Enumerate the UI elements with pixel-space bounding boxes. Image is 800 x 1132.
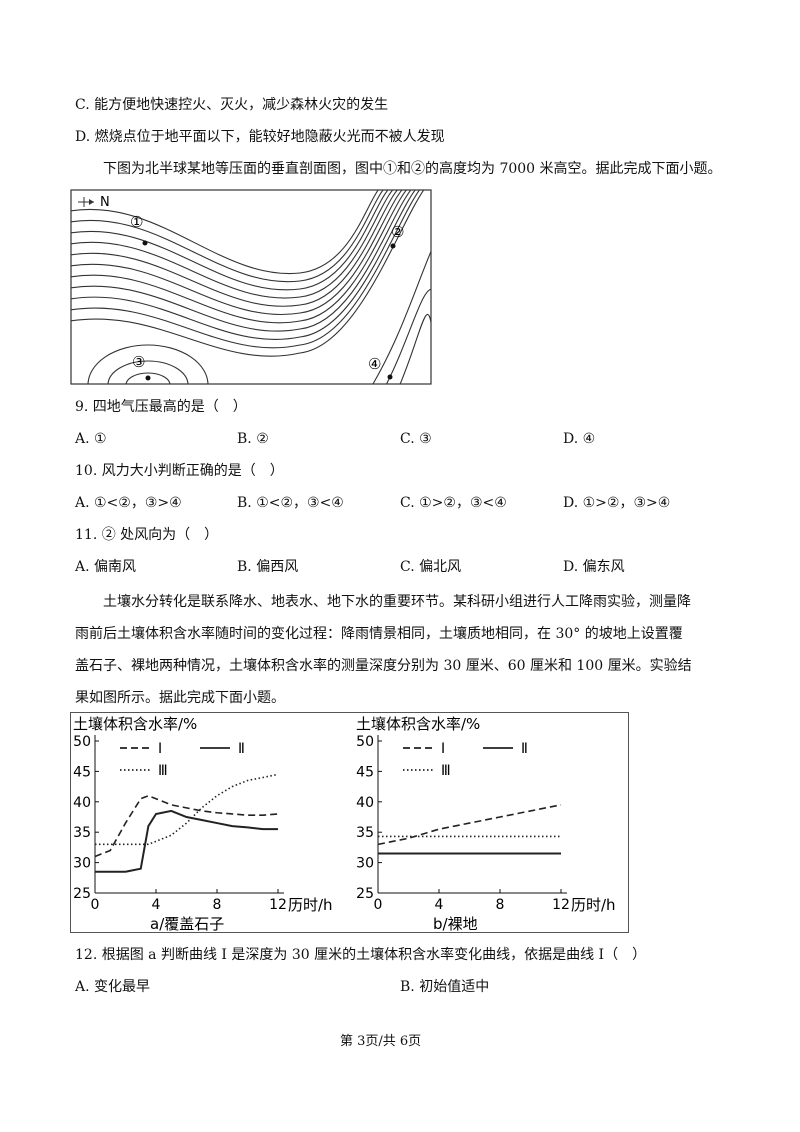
data-line [94,794,279,858]
paragraph: 土壤水分转化是联系降水、地表水、地下水的重要环节。某科研小组进行人工降雨实验，测… [75,594,692,706]
isobar [399,314,431,384]
isobar [71,190,399,307]
x-axis-label: 历时/h [288,896,333,914]
option: D. 燃烧点位于地平面以下，能较好地隐蔽火光而不被人发现 [75,129,445,145]
footer: 第 3页/共 6页 [340,1034,422,1049]
option: D. 偏东风 [563,559,625,575]
x-tick-label: 0 [91,897,100,913]
y-tick-label: 40 [73,795,91,811]
question-stem: 12. 根据图 a 判断曲线 Ⅰ 是深度为 30 厘米的土壤体积含水率变化曲线，… [75,947,647,963]
question-stem: 9. 四地气压最高的是（ ） [75,399,247,415]
isobar [71,190,416,340]
option: C. 能方便地快速控火、灭火，减少森林火灾的发生 [75,97,389,113]
figure-frame [70,712,629,933]
caption: a/覆盖石子 [150,915,224,933]
point-label: ① [130,213,143,231]
point [390,243,396,249]
option: B. 初始值适中 [400,979,490,995]
isobar-figure: N ① ② ③ ④ [70,189,432,385]
data-line [377,804,562,846]
x-tick-label: 4 [152,897,161,913]
isobar [71,190,384,283]
data-line [95,773,279,846]
x-tick-label: 8 [213,897,222,913]
isobar [71,190,403,315]
y-tick-label: 45 [356,764,374,780]
compass-arrow [89,199,94,205]
x-tick-label: 12 [552,897,570,913]
y-tick-label: 45 [73,764,91,780]
paragraph: 下图为北半球某地等压面的垂直剖面图，图中①和②的高度均为 7000 米高空。据此… [103,161,722,177]
y-tick-label: 30 [73,856,91,872]
x-tick-label: 12 [269,897,287,913]
question-stem: 11. ② 处风向为（ ） [75,527,219,543]
option: A. 变化最早 [75,979,151,995]
option: A. ① [75,431,107,447]
point-label: ③ [132,353,145,371]
isobar [372,249,431,384]
option: B. ② [237,431,269,447]
point-label: ② [391,223,404,241]
option: C. 偏北风 [400,559,462,575]
figure-frame [70,189,432,385]
question-stem: 10. 风力大小判断正确的是（ ） [75,463,284,479]
option: C. ①>②，③<④ [400,495,507,511]
x-axis-label: 历时/h [571,896,616,914]
option: D. ①>②，③>④ [563,495,671,511]
y-axis-label: 土壤体积含水率/% [356,715,480,733]
isobar [71,190,394,299]
data-line [95,809,278,873]
isobar [71,190,425,357]
y-tick-label: 25 [356,886,374,902]
point-label: ④ [368,355,381,373]
isobar [71,190,389,291]
isobar [71,190,408,324]
option: A. 偏南风 [75,559,137,575]
y-tick-label: 50 [356,734,374,750]
y-tick-label: 50 [73,734,91,750]
legend-label: Ⅱ [521,741,528,757]
isobars [71,190,431,384]
y-tick-label: 30 [356,856,374,872]
legend-label: Ⅰ [441,741,445,757]
option: B. ①<②，③<④ [237,495,344,511]
option: C. ③ [400,431,432,447]
isobar [107,360,189,384]
point [145,375,151,381]
x-tick-label: 4 [435,897,444,913]
option: D. ④ [563,431,596,447]
x-tick-label: 0 [374,897,383,913]
isobar [71,190,412,332]
legend-label: Ⅱ [238,741,245,757]
isobar [125,372,171,384]
point [387,374,393,380]
caption: b/裸地 [433,915,478,933]
isobar [71,190,380,275]
legend-label: Ⅰ [158,741,162,757]
y-tick-label: 25 [73,886,91,902]
legend-label: Ⅲ [158,763,168,779]
option: A. ①<②，③>④ [75,495,182,511]
compass-label: N [100,195,110,210]
y-axis-label: 土壤体积含水率/% [73,715,197,733]
y-tick-label: 40 [356,795,374,811]
legend-label: Ⅲ [441,763,451,779]
option: B. 偏西风 [237,559,299,575]
isobar [71,190,421,349]
x-tick-label: 8 [496,897,505,913]
y-tick-label: 35 [356,825,374,841]
isobar [87,344,209,384]
y-tick-label: 35 [73,825,91,841]
isobar [385,288,431,384]
point [142,240,148,246]
